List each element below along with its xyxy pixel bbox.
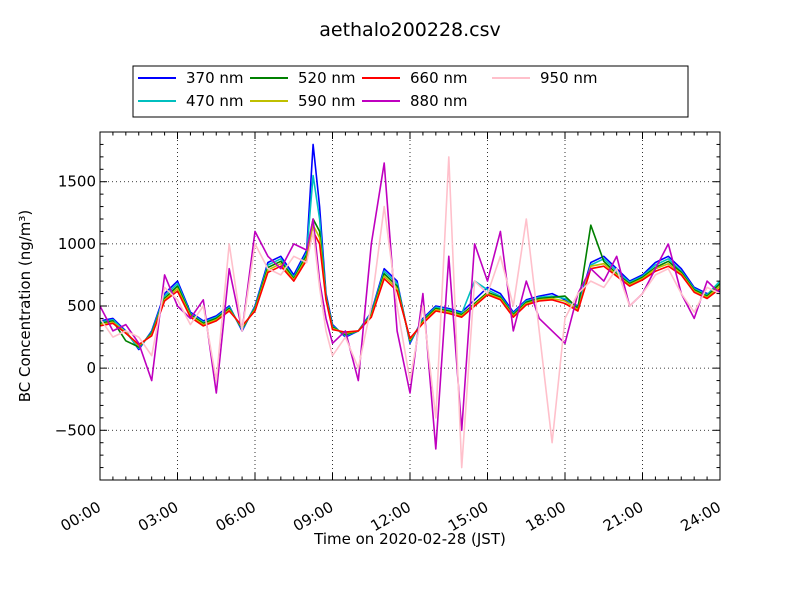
legend-label-950-nm: 950 nm bbox=[540, 69, 598, 87]
axis-ticks bbox=[99, 132, 721, 480]
legend-label-370-nm: 370 nm bbox=[186, 69, 244, 87]
legend: 370 nm 470 nm 520 nm 590 nm 660 nm 880 nm 950 … bbox=[132, 65, 689, 118]
x-tick-label: 21:00 bbox=[600, 498, 646, 535]
y-tick-label: 1000 bbox=[58, 235, 96, 253]
legend-label-590-nm: 590 nm bbox=[298, 92, 356, 110]
y-tick-label: 500 bbox=[67, 297, 96, 315]
y-tick-label: −500 bbox=[55, 421, 96, 439]
series-line-950-nm bbox=[100, 156, 720, 469]
x-tick-label: 18:00 bbox=[523, 498, 569, 535]
y-tick-label: 1500 bbox=[58, 173, 96, 191]
series-line-470-nm bbox=[100, 174, 720, 350]
y-tick-label: 0 bbox=[86, 359, 96, 377]
legend-frame bbox=[132, 65, 689, 118]
x-tick-label: 06:00 bbox=[213, 498, 259, 535]
series-layer bbox=[100, 143, 720, 469]
series-line-520-nm bbox=[100, 218, 720, 348]
grid bbox=[100, 132, 720, 480]
series-line-590-nm bbox=[100, 224, 720, 347]
x-tick-label: 03:00 bbox=[135, 498, 181, 535]
x-tick-label: 24:00 bbox=[678, 498, 724, 535]
y-axis-label: BC Concentration (ng/m³) bbox=[16, 210, 34, 403]
chart-title: aethalo200228.csv bbox=[319, 19, 501, 41]
y-tick-labels: −500 0 500 1000 1500 bbox=[55, 173, 96, 440]
x-axis-label: Time on 2020-02-28 (JST) bbox=[313, 530, 506, 548]
legend-label-660-nm: 660 nm bbox=[410, 69, 468, 87]
legend-label-880-nm: 880 nm bbox=[410, 92, 468, 110]
legend-label-470-nm: 470 nm bbox=[186, 92, 244, 110]
series-line-660-nm bbox=[100, 230, 720, 346]
x-tick-label: 00:00 bbox=[58, 498, 104, 535]
legend-label-520-nm: 520 nm bbox=[298, 69, 356, 87]
